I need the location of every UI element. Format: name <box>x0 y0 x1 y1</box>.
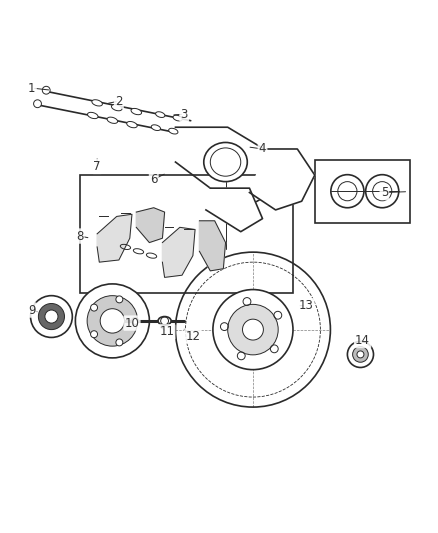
Ellipse shape <box>173 115 182 121</box>
Text: 3: 3 <box>180 108 188 120</box>
Text: 13: 13 <box>299 299 314 312</box>
Circle shape <box>34 100 42 108</box>
Ellipse shape <box>155 112 165 117</box>
Circle shape <box>42 86 50 94</box>
Circle shape <box>116 296 123 303</box>
Polygon shape <box>206 188 262 232</box>
Circle shape <box>357 351 364 358</box>
Circle shape <box>213 289 293 370</box>
Circle shape <box>75 284 149 358</box>
Circle shape <box>91 304 98 311</box>
Polygon shape <box>176 127 280 206</box>
Text: 4: 4 <box>259 142 266 156</box>
Circle shape <box>243 319 263 340</box>
Text: 8: 8 <box>76 230 83 243</box>
Ellipse shape <box>169 128 178 134</box>
Polygon shape <box>250 149 315 210</box>
Ellipse shape <box>151 125 161 131</box>
Circle shape <box>91 330 98 338</box>
Circle shape <box>347 341 374 367</box>
Circle shape <box>116 339 123 346</box>
Circle shape <box>39 303 64 329</box>
Ellipse shape <box>88 112 98 119</box>
Ellipse shape <box>92 100 102 106</box>
Polygon shape <box>136 208 165 243</box>
Circle shape <box>353 346 368 362</box>
Polygon shape <box>162 228 195 277</box>
Ellipse shape <box>131 108 141 115</box>
Polygon shape <box>97 214 132 262</box>
Text: 14: 14 <box>355 334 370 347</box>
Circle shape <box>100 309 124 333</box>
Circle shape <box>228 304 278 355</box>
Text: 2: 2 <box>115 95 123 108</box>
Circle shape <box>331 175 364 208</box>
Ellipse shape <box>111 104 122 111</box>
Text: 11: 11 <box>159 325 174 338</box>
Ellipse shape <box>107 117 118 124</box>
Ellipse shape <box>204 142 247 182</box>
Text: 7: 7 <box>93 160 101 173</box>
Circle shape <box>87 296 138 346</box>
Text: 10: 10 <box>124 317 139 329</box>
Text: 12: 12 <box>185 329 201 343</box>
Circle shape <box>131 318 138 325</box>
Circle shape <box>366 175 399 208</box>
Text: 5: 5 <box>381 186 388 199</box>
Circle shape <box>31 296 72 337</box>
Text: 9: 9 <box>28 303 35 317</box>
Bar <box>80 175 293 293</box>
Text: 6: 6 <box>150 173 158 186</box>
Polygon shape <box>199 221 226 271</box>
Text: 1: 1 <box>28 82 35 94</box>
Ellipse shape <box>158 317 171 325</box>
Ellipse shape <box>127 122 137 128</box>
Circle shape <box>45 310 58 323</box>
Bar <box>315 160 410 223</box>
